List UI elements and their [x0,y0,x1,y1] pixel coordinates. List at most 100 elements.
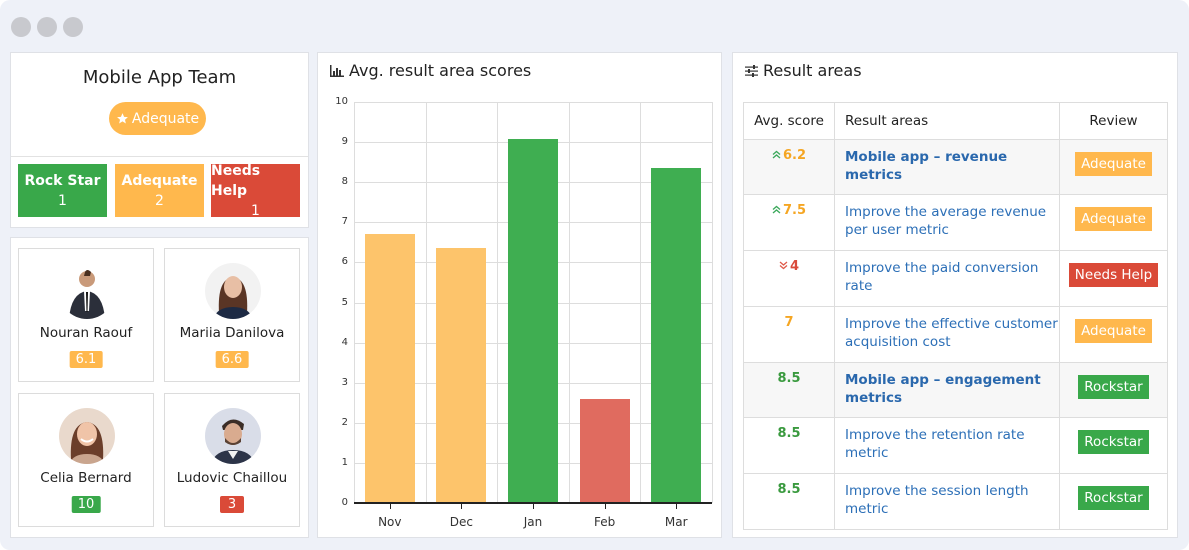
stat-label: Needs Help [211,162,261,199]
window-close-button[interactable] [11,17,31,37]
avatar [205,263,261,319]
chart-panel-title: Avg. result area scores [330,61,531,80]
review-badge[interactable]: Adequate [1075,319,1152,343]
trend-up-icon [772,150,781,159]
bar-chart-icon [330,64,344,77]
x-tick-label: Dec [449,515,473,529]
member-card[interactable]: Ludovic Chaillou 3 [164,393,300,527]
stat-rock-star[interactable]: Rock Star 1 [18,164,107,217]
gridline [354,102,355,503]
result-area-group-row[interactable]: 8.5 Mobile app – engagement metrics Rockst… [743,362,1168,418]
review-badge[interactable]: Adequate [1075,152,1152,176]
result-area-row[interactable]: 8.5 Improve the session length metric Rock… [743,473,1168,530]
member-name: Ludovic Chaillou [176,470,288,486]
chart-title: Avg. result area scores [349,61,532,80]
result-areas-title: Result areas [763,61,862,80]
avg-score-value: 7 [784,315,794,330]
x-tick [533,504,534,509]
result-area-link[interactable]: Improve the average revenue per user met… [834,194,1060,251]
member-card[interactable]: Mariia Danilova 6.6 [164,248,300,382]
review-badge[interactable]: Needs Help [1068,263,1159,287]
avg-score-value: 8.5 [777,371,801,386]
member-name: Celia Bernard [40,470,132,486]
result-areas-title-row: Result areas [745,61,862,80]
y-tick-label: 1 [341,456,348,468]
column-header-avg-score[interactable]: Avg. score [743,102,835,140]
x-tick-label: Feb [593,515,616,529]
y-tick-label: 6 [341,256,348,268]
window-maximize-button[interactable] [63,17,83,37]
result-areas-table: Avg. score Result areas Review 6.2 Mobile… [743,102,1168,530]
bar-mar[interactable] [651,168,702,503]
result-areas-panel: Result areas Avg. score Result areas Rev… [732,52,1178,538]
bar-dec[interactable] [436,248,487,503]
result-area-row[interactable]: 7 Improve the effective customer acquisit… [743,306,1168,363]
review-badge[interactable]: Rockstar [1078,430,1149,454]
column-header-review[interactable]: Review [1059,102,1168,140]
member-name: Mariia Danilova [179,325,285,341]
result-area-link[interactable]: Mobile app – engagement metrics [834,362,1060,418]
member-score-badge: 3 [220,496,244,513]
x-tick-label: Jan [523,515,543,529]
gridline [354,102,712,103]
avatar [59,263,115,319]
result-area-link[interactable]: Improve the paid conversion rate [834,250,1060,307]
review-badge[interactable]: Rockstar [1078,486,1149,510]
member-score-badge: 6.6 [215,351,249,368]
stat-needs-help[interactable]: Needs Help 1 [211,162,300,219]
result-area-link[interactable]: Mobile app – revenue metrics [834,139,1060,195]
avg-score-value: 7.5 [782,203,807,218]
result-area-link[interactable]: Improve the effective customer acquisiti… [834,306,1060,363]
stat-adequate[interactable]: Adequate 2 [115,164,204,217]
window-controls [11,17,83,37]
review-badge[interactable]: Adequate [1075,207,1152,231]
gridline [712,102,713,503]
x-tick [676,504,678,509]
result-area-row[interactable]: 8.5 Improve the retention rate metric Rock… [743,417,1168,474]
y-tick-label: 5 [341,296,348,308]
result-area-row[interactable]: 7.5 Improve the average revenue per user … [743,194,1168,251]
result-area-link[interactable]: Improve the session length metric [834,473,1060,530]
y-tick-label: 10 [335,96,348,107]
team-summary-panel: Mobile App Team Adequate Rock Star 1 Ade… [10,52,309,228]
stat-label: Adequate [121,172,198,189]
gridline [640,102,642,503]
avatar [59,408,115,464]
member-card[interactable]: Celia Bernard 10 [18,393,154,527]
gridline [568,102,570,503]
result-area-link[interactable]: Improve the retention rate metric [834,417,1060,474]
y-tick-label: 3 [341,376,348,388]
team-status-badge[interactable]: Adequate [109,102,206,135]
bar-feb[interactable] [579,398,630,503]
avg-score-value: 8.5 [777,482,801,497]
bar-jan[interactable] [508,139,558,503]
bar-chart: 0 1 2 3 4 5 6 7 8 9 10 Nov Dec Jan Feb Mar [335,96,713,529]
y-tick-label: 4 [341,336,348,348]
avg-score-cell: 7.5 [743,194,835,251]
window-minimize-button[interactable] [37,17,57,37]
gridline [425,102,427,503]
review-cell: Adequate [1059,306,1168,363]
avg-score-value: 6.2 [782,148,807,163]
x-tick [461,504,463,509]
result-area-row[interactable]: 4 Improve the paid conversion rate Needs H… [743,250,1168,307]
x-tick-label: Nov [378,515,402,529]
avg-score-value: 8.5 [777,426,801,441]
review-cell: Adequate [1059,139,1168,195]
x-axis [354,502,712,504]
bar-nov[interactable] [364,234,415,503]
avg-score-value: 4 [789,259,800,274]
review-badge[interactable]: Rockstar [1078,375,1149,399]
member-card[interactable]: Nouran Raouf 6.1 [18,248,154,382]
member-score-badge: 6.1 [69,351,103,368]
result-area-group-row[interactable]: 6.2 Mobile app – revenue metrics Adequate [743,139,1168,195]
stat-count: 1 [251,202,260,219]
gridline [497,102,499,503]
x-tick [389,504,391,509]
column-header-result-areas[interactable]: Result areas [834,102,1060,140]
member-name: Nouran Raouf [39,325,133,341]
review-cell: Needs Help [1059,250,1168,307]
chart-panel: Avg. result area scores 0 1 2 3 4 5 6 7 8 9 10 Nov D… [317,52,722,538]
stat-label: Rock Star [24,172,101,189]
